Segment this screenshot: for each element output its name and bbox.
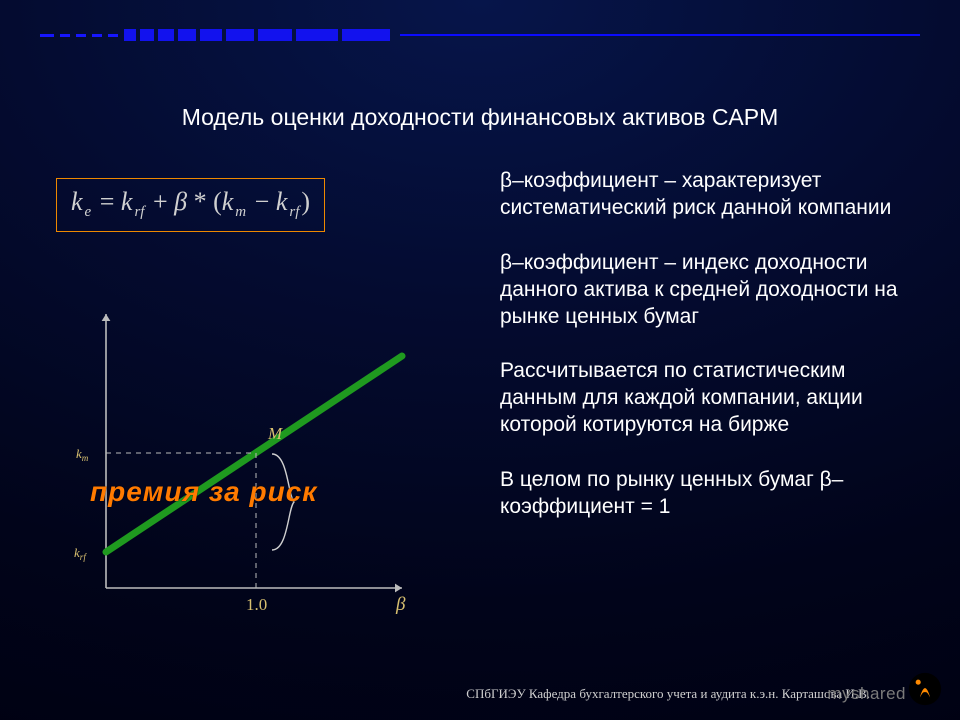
decor-block xyxy=(342,29,390,41)
label-M: M xyxy=(267,424,283,443)
bullet-item: Рассчитывается по статистическим данным … xyxy=(500,358,920,439)
capm-formula: ke = krf + β * (km − krf) xyxy=(56,178,325,232)
decor-block xyxy=(258,29,292,41)
top-decor-bar xyxy=(40,28,920,42)
decor-dash xyxy=(92,34,102,37)
decor-dash xyxy=(108,34,118,37)
label-beta-one: 1.0 xyxy=(246,595,267,614)
decor-block xyxy=(200,29,222,41)
decor-block xyxy=(158,29,174,41)
logo-icon xyxy=(908,672,942,706)
bullet-item: В целом по рынку ценных бумаг β–коэффици… xyxy=(500,467,920,521)
decor-line xyxy=(400,34,920,36)
decor-dash xyxy=(76,34,86,37)
decor-block xyxy=(226,29,254,41)
decor-dash xyxy=(60,34,70,37)
bullet-item: β–коэффициент – характеризует систематич… xyxy=(500,168,920,222)
decor-block xyxy=(140,29,154,41)
decor-dash xyxy=(40,34,54,37)
page-title: Модель оценки доходности финансовых акти… xyxy=(0,104,960,131)
footer-credit: СПбГИЭУ Кафедра бухгалтерского учета и а… xyxy=(0,686,870,702)
sml-chart: Mkm krf 1.0 β xyxy=(46,290,446,630)
watermark: myshared xyxy=(827,684,906,704)
decor-block xyxy=(296,29,338,41)
bullet-list: β–коэффициент – характеризует систематич… xyxy=(500,168,920,549)
label-beta-axis: β xyxy=(395,594,406,615)
label-km: km xyxy=(76,446,89,463)
label-krf: krf xyxy=(74,545,87,562)
decor-block xyxy=(178,29,196,41)
sml-line xyxy=(106,356,402,552)
decor-block xyxy=(124,29,136,41)
risk-premium-label: премия за риск xyxy=(90,476,317,508)
bullet-item: β–коэффициент – индекс доходности данног… xyxy=(500,250,920,331)
